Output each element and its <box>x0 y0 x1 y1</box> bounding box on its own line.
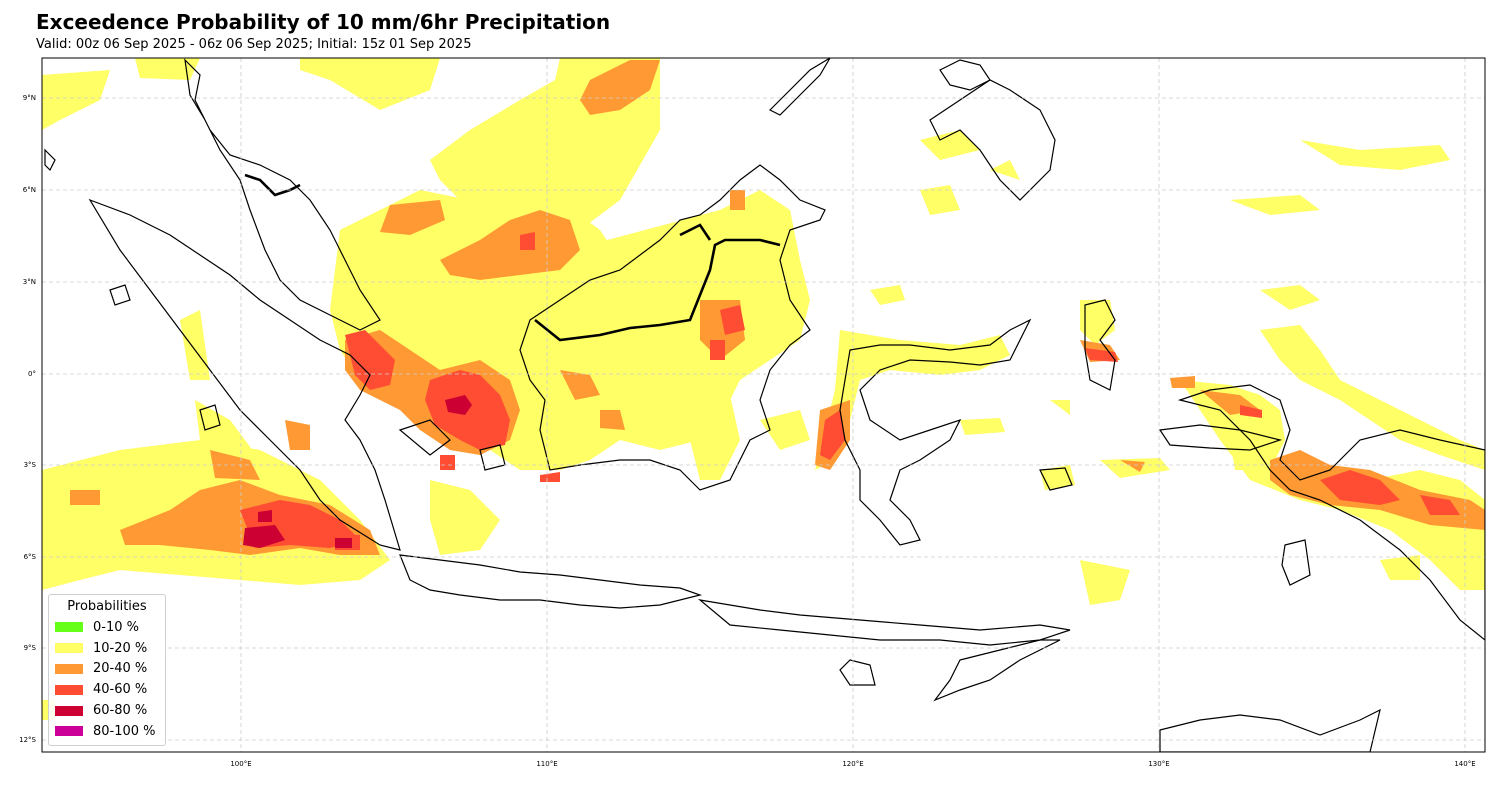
seram-coast <box>1158 424 1283 451</box>
gridlines <box>42 58 1485 752</box>
palawan-coast <box>768 58 831 116</box>
legend-label: 20-40 % <box>93 661 148 677</box>
legend-swatch <box>55 726 83 737</box>
timor-coast <box>933 639 1061 702</box>
probability-field-60-80 <box>243 395 472 548</box>
aru-island-coast <box>1281 539 1311 586</box>
legend-label: 0-10 % <box>93 619 139 635</box>
legend-swatch <box>55 684 83 695</box>
legend-swatch <box>55 643 83 654</box>
lesser-sunda-coast <box>697 599 1071 646</box>
map-title: Exceedence Probability of 10 mm/6hr Prec… <box>36 10 611 34</box>
legend-item-40-60: 40-60 % <box>49 679 165 700</box>
lat-label: 3°S <box>24 461 37 469</box>
coastlines <box>44 58 1485 752</box>
map-subtitle: Valid: 00z 06 Sep 2025 - 06z 06 Sep 2025… <box>36 37 472 52</box>
lat-label: 6°N <box>23 186 36 194</box>
borneo-coast <box>519 164 826 491</box>
map-frame <box>41 57 1486 753</box>
sabah-border <box>679 223 712 241</box>
sri-lanka-coast <box>44 148 56 172</box>
lat-label: 6°S <box>24 553 37 561</box>
legend-swatch <box>55 622 83 633</box>
legend-item-10-20: 10-20 % <box>49 638 165 659</box>
lon-label: 100°E <box>230 760 251 768</box>
lon-label: 120°E <box>842 760 863 768</box>
mentawai-coast <box>199 404 221 431</box>
sumba-coast <box>839 659 876 686</box>
mindanao-coast <box>939 59 991 91</box>
malay-peninsula-coast <box>184 58 381 331</box>
legend-label: 60-80 % <box>93 703 148 719</box>
new-guinea-coast <box>1177 384 1485 641</box>
java-coast <box>399 554 703 609</box>
latitude-labels: 9°N 6°N 3°N 0° 3°S 6°S 9°S 12°S <box>19 94 36 744</box>
lon-label: 110°E <box>536 760 557 768</box>
legend-swatch <box>55 705 83 716</box>
lat-label: 9°N <box>23 94 36 102</box>
lat-label: 3°N <box>23 278 36 286</box>
legend-title: Probabilities <box>67 599 147 614</box>
legend-item-20-40: 20-40 % <box>49 659 165 680</box>
lon-label: 130°E <box>1148 760 1169 768</box>
australia-coast <box>1159 708 1381 752</box>
legend-item-0-10: 0-10 % <box>49 617 165 638</box>
thailand-malaysia-border <box>244 173 301 197</box>
lon-label: 140°E <box>1454 760 1475 768</box>
legend-label: 40-60 % <box>93 682 148 698</box>
nias-coast <box>109 284 131 306</box>
longitude-labels: 100°E 110°E 120°E 130°E 140°E <box>230 760 1475 768</box>
legend-swatch <box>55 663 83 674</box>
sumatra-coast <box>88 198 401 551</box>
bangka-coast <box>398 419 451 456</box>
probability-legend: Probabilities 0-10 % 10-20 % 20-40 % 40-… <box>48 594 166 746</box>
legend-item-60-80: 60-80 % <box>49 700 165 721</box>
lat-label: 12°S <box>19 736 36 744</box>
national-borders <box>244 173 781 342</box>
legend-label: 10-20 % <box>93 640 148 656</box>
lat-label: 9°S <box>24 644 37 652</box>
legend-label: 80-100 % <box>93 723 156 739</box>
halmahera-coast <box>1084 299 1116 391</box>
lat-label: 0° <box>28 370 36 378</box>
legend-item-80-100: 80-100 % <box>49 721 165 742</box>
buru-coast <box>1039 467 1073 491</box>
sulawesi-coast <box>839 318 1032 546</box>
malaysia-indonesia-border <box>534 238 781 342</box>
